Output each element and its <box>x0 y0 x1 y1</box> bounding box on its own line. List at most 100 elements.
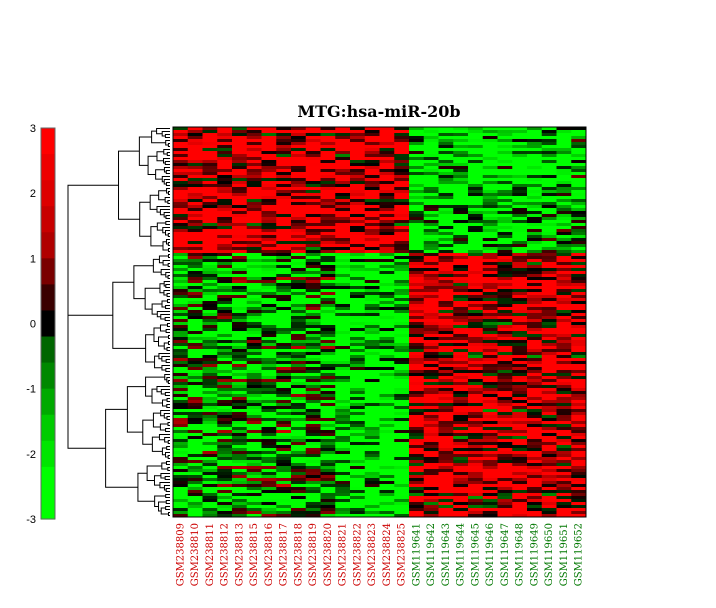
heatmap-cell <box>364 196 380 200</box>
heatmap-cell <box>246 460 262 464</box>
heatmap-cell <box>453 274 469 278</box>
color-scale-tick-label: -3 <box>26 514 36 526</box>
heatmap-cell <box>291 511 307 515</box>
heatmap-cell <box>409 142 425 146</box>
heatmap-cell <box>232 391 248 395</box>
heatmap-cell <box>394 382 410 386</box>
heatmap-cell <box>527 328 543 332</box>
heatmap-cell <box>276 145 292 149</box>
color-scale-tick-label: -1 <box>26 384 36 396</box>
heatmap-cell <box>202 244 218 248</box>
heatmap-cell <box>305 463 321 467</box>
heatmap-cell <box>409 505 425 509</box>
heatmap-cell <box>364 352 380 356</box>
heatmap-cell <box>261 142 277 146</box>
heatmap-cell <box>379 178 395 182</box>
heatmap-cell <box>394 127 410 131</box>
heatmap-cell <box>173 361 189 365</box>
heatmap-cell <box>291 448 307 452</box>
heatmap-cell <box>232 175 248 179</box>
heatmap-cell <box>468 196 484 200</box>
heatmap-cell <box>202 166 218 170</box>
heatmap-cell <box>497 481 513 485</box>
heatmap-cell <box>541 463 557 467</box>
heatmap-cell <box>497 157 513 161</box>
heatmap-cell <box>291 301 307 305</box>
heatmap-cell <box>202 331 218 335</box>
heatmap-cell <box>350 166 366 170</box>
heatmap-cell <box>409 187 425 191</box>
heatmap-cell <box>173 199 189 203</box>
heatmap-cell <box>320 400 336 404</box>
heatmap-cell <box>364 157 380 161</box>
heatmap-cell <box>202 262 218 266</box>
heatmap-cell <box>379 265 395 269</box>
heatmap-cell <box>232 202 248 206</box>
heatmap-cell <box>335 220 351 224</box>
heatmap-cell <box>187 160 203 164</box>
heatmap-cell <box>556 472 572 476</box>
heatmap-cell <box>364 484 380 488</box>
heatmap-cell <box>379 388 395 392</box>
heatmap-cell <box>305 412 321 416</box>
heatmap-cell <box>423 163 439 167</box>
heatmap-cell <box>409 406 425 410</box>
heatmap-cell <box>527 178 543 182</box>
heatmap-cell <box>187 238 203 242</box>
heatmap-cell <box>394 337 410 341</box>
dendrogram-branch <box>159 209 170 216</box>
heatmap-cell <box>217 481 233 485</box>
heatmap-cell <box>320 250 336 254</box>
heatmap-cell <box>556 148 572 152</box>
heatmap-cell <box>291 259 307 263</box>
heatmap-cell <box>320 142 336 146</box>
heatmap-cell <box>276 229 292 233</box>
heatmap-cell <box>173 283 189 287</box>
heatmap-cell <box>379 409 395 413</box>
heatmap-cell <box>202 394 218 398</box>
heatmap-cell <box>276 451 292 455</box>
heatmap-cell <box>409 469 425 473</box>
heatmap-cell <box>409 364 425 368</box>
heatmap-cell <box>173 328 189 332</box>
heatmap-cell <box>453 232 469 236</box>
dendrogram-branch <box>163 281 170 287</box>
heatmap-cell <box>320 433 336 437</box>
heatmap-cell <box>232 358 248 362</box>
heatmap-cell <box>173 151 189 155</box>
heatmap-cell <box>364 202 380 206</box>
heatmap-cell <box>291 253 307 257</box>
heatmap-cell <box>556 286 572 290</box>
heatmap-cell <box>468 481 484 485</box>
dendrogram-branch <box>161 300 168 308</box>
heatmap-cell <box>482 310 498 314</box>
heatmap-cell <box>305 172 321 176</box>
heatmap-cell <box>232 145 248 149</box>
heatmap-cell <box>482 376 498 380</box>
heatmap-cell <box>409 484 425 488</box>
heatmap-cell <box>556 508 572 512</box>
heatmap-cell <box>232 427 248 431</box>
heatmap-cell <box>276 331 292 335</box>
heatmap-cell <box>438 349 454 353</box>
heatmap-cell <box>335 340 351 344</box>
heatmap-cell <box>541 490 557 494</box>
heatmap-cell <box>571 358 587 362</box>
heatmap-cell <box>556 187 572 191</box>
heatmap-cell <box>320 469 336 473</box>
heatmap-cell <box>232 436 248 440</box>
heatmap-cell <box>409 454 425 458</box>
heatmap-cell <box>335 346 351 350</box>
heatmap-cell <box>409 226 425 230</box>
heatmap-cell <box>438 397 454 401</box>
heatmap-cell <box>571 163 587 167</box>
heatmap-cell <box>394 376 410 380</box>
heatmap-cell <box>320 316 336 320</box>
heatmap-cell <box>409 202 425 206</box>
heatmap-cell <box>232 190 248 194</box>
heatmap-cell <box>571 346 587 350</box>
heatmap-cell <box>232 247 248 251</box>
heatmap-cell <box>173 214 189 218</box>
heatmap-cell <box>512 298 528 302</box>
heatmap-cell <box>202 421 218 425</box>
